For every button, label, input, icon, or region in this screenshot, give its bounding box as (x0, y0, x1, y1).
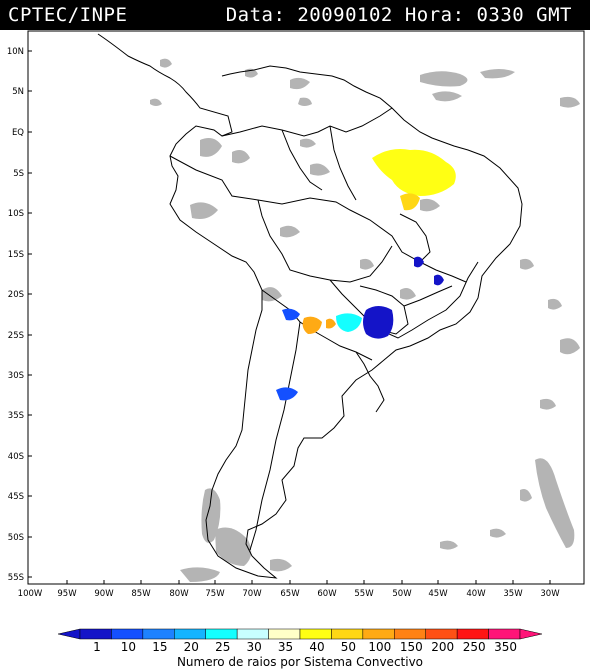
lon-label: 70W (242, 589, 262, 599)
colorbar-swatches (57, 628, 543, 640)
colorbar-tick-label: 10 (121, 640, 136, 654)
system-orange-1 (302, 316, 322, 334)
colorbar-swatch (488, 628, 521, 640)
lon-label: 85W (131, 589, 151, 599)
colorbar-tick-label: 50 (341, 640, 356, 654)
colorbar: 1 10 15 20 25 30 35 40 50 100 150 200 250 350 (57, 628, 543, 654)
latitude-ticks (28, 50, 32, 578)
system-blue-west (282, 308, 300, 321)
colorbar-tick-label: 1 (93, 640, 101, 654)
colorbar-caption: Numero de raios por Sistema Convectivo (176, 655, 424, 669)
lat-label: 5N (12, 87, 24, 97)
date-label: Data: (225, 4, 286, 26)
system-gold (400, 193, 420, 211)
colorbar-tick-label: 15 (152, 640, 167, 654)
system-darkblue-east (434, 274, 444, 286)
colorbar-tick-label: 25 (215, 640, 230, 654)
lon-label: 55W (354, 589, 374, 599)
convective-systems (276, 149, 456, 401)
map-frame (27, 30, 585, 585)
colorbar-swatch (268, 628, 301, 640)
lon-label: 100W (18, 589, 43, 599)
colorbar-tick-label: 40 (309, 640, 324, 654)
lat-label: 50S (8, 533, 24, 543)
colorbar-swatch (425, 628, 458, 640)
lightning-map: 10N 5N EQ 5S 10S 15S 20S 25S 30S 35S 40S… (7, 30, 585, 599)
colorbar-swatch (456, 628, 489, 640)
colorbar-tick-label: 250 (463, 640, 486, 654)
lat-label: 25S (8, 331, 24, 341)
hour-label: Hora: (404, 4, 465, 26)
colorbar-swatch (394, 628, 426, 640)
colorbar-swatch (174, 628, 206, 640)
system-darkblue-north (414, 256, 424, 268)
lon-label: 30W (540, 589, 560, 599)
colorbar-swatch (142, 628, 175, 640)
agency-title: CPTEC/INPE (8, 4, 128, 26)
lon-label: 60W (317, 589, 337, 599)
lon-label: 45W (428, 589, 448, 599)
lat-label: 35S (8, 411, 24, 421)
system-blue-south (276, 387, 298, 401)
hour-value: 0330 GMT (476, 4, 572, 26)
colorbar-swatch (331, 628, 364, 640)
colorbar-tick-label: 35 (278, 640, 293, 654)
colorbar-swatch (299, 628, 332, 640)
colorbar-tick-label: 100 (368, 640, 391, 654)
lon-label: 35W (503, 589, 523, 599)
lat-label: 10N (7, 47, 24, 57)
lat-label: 40S (8, 452, 24, 462)
system-orange-2 (326, 318, 336, 329)
date-value: 20090102 (297, 4, 393, 26)
colorbar-left-arrow (57, 628, 81, 640)
lat-label: 10S (8, 209, 24, 219)
lon-label: 65W (280, 589, 300, 599)
colorbar-swatch (236, 628, 269, 640)
lon-label: 90W (94, 589, 114, 599)
colorbar-tick-label: 30 (247, 640, 262, 654)
colorbar-swatch (79, 628, 112, 640)
lat-label: 5S (13, 169, 24, 179)
lat-label: 45S (8, 492, 24, 502)
colorbar-right-arrow (519, 628, 543, 640)
colorbar-swatch (205, 628, 238, 640)
system-darkblue-center (363, 306, 394, 339)
colorbar-tick-label: 20 (184, 640, 199, 654)
lon-label: 80W (169, 589, 189, 599)
colorbar-tick-label: 200 (431, 640, 454, 654)
lat-label: EQ (12, 128, 24, 138)
lat-label: 15S (8, 250, 24, 260)
latitude-labels: 10N 5N EQ 5S 10S 15S 20S 25S 30S 35S 40S… (7, 47, 24, 583)
lon-label: 95W (57, 589, 77, 599)
coastlines-and-borders (97, 33, 523, 579)
colorbar-swatch (362, 628, 395, 640)
lon-label: 40W (466, 589, 486, 599)
lat-label: 20S (8, 290, 24, 300)
longitude-ticks (66, 580, 551, 584)
colorbar-tick-labels: 1 10 15 20 25 30 35 40 50 100 150 200 250 350 (93, 640, 517, 654)
colorbar-swatch (111, 628, 144, 640)
longitude-labels: 100W 95W 90W 85W 80W 75W 70W 65W 60W 55W… (18, 589, 561, 599)
colorbar-tick-label: 350 (494, 640, 517, 654)
cloud-cover (150, 58, 580, 582)
map-header: CPTEC/INPE Data: 20090102 Hora: 0330 GMT (0, 0, 590, 30)
timestamp: Data: 20090102 Hora: 0330 GMT (226, 4, 572, 26)
lon-label: 75W (205, 589, 225, 599)
system-cyan (336, 313, 362, 332)
lon-label: 50W (392, 589, 412, 599)
colorbar-tick-label: 150 (400, 640, 423, 654)
system-yellow-north (372, 149, 456, 196)
lat-label: 30S (8, 371, 24, 381)
lat-label: 55S (8, 573, 24, 583)
